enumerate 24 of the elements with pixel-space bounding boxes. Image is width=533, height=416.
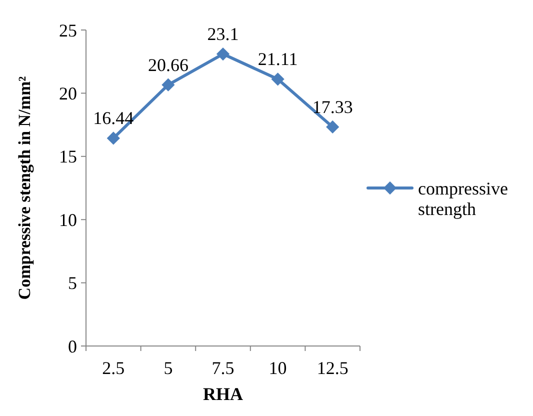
legend-label: compressive strength — [418, 178, 508, 219]
data-label: 21.11 — [258, 49, 298, 70]
x-tick-label: 5 — [164, 358, 173, 378]
x-tick-label: 12.5 — [316, 358, 348, 378]
data-label: 23.1 — [207, 24, 239, 44]
y-tick-label: 5 — [68, 273, 77, 294]
y-tick-label: 20 — [59, 84, 77, 104]
x-tick-label: 7.5 — [212, 358, 234, 378]
y-tick-label: 10 — [59, 210, 77, 230]
point — [162, 78, 175, 92]
y-tick-label: 0 — [68, 336, 77, 356]
x-tick-label: 10 — [268, 358, 287, 378]
y-axis-title: Compressive stength in N/mm² — [15, 76, 34, 300]
x-tick-label: 2.5 — [102, 358, 125, 378]
data-label: 16.44 — [93, 108, 134, 128]
point — [216, 47, 230, 61]
point — [271, 72, 284, 86]
point — [326, 120, 340, 134]
y-tick-label: 25 — [59, 20, 77, 40]
x-axis-title: RHA — [203, 384, 243, 404]
point — [106, 132, 120, 145]
data-label: 20.66 — [148, 54, 188, 75]
data-label: 17.33 — [312, 96, 353, 117]
y-tick-label: 15 — [59, 146, 77, 167]
